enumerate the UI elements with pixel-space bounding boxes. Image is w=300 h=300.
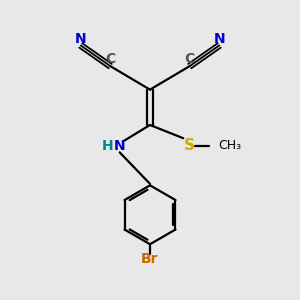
Text: C: C [184, 52, 195, 66]
Text: S: S [184, 138, 195, 153]
Text: Br: Br [141, 252, 159, 266]
Text: N: N [114, 139, 125, 153]
Text: C: C [105, 52, 116, 66]
Text: H: H [102, 139, 114, 153]
Text: CH₃: CH₃ [218, 139, 242, 152]
Text: N: N [75, 32, 87, 46]
Text: N: N [213, 32, 225, 46]
